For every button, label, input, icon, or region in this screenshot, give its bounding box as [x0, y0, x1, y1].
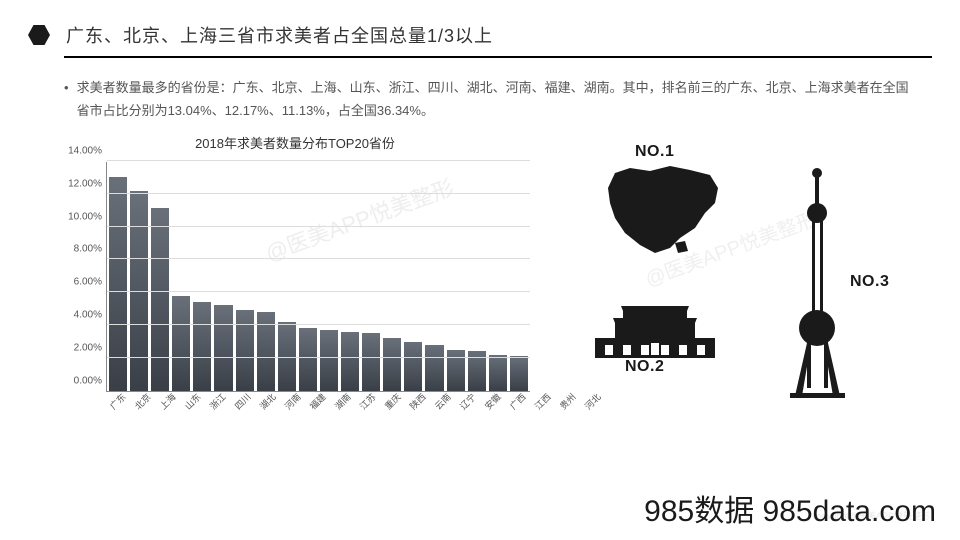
rank-1-label: NO.1 [635, 143, 674, 161]
bar [193, 302, 211, 391]
x-tick-label: 湖南 [329, 390, 354, 415]
bar-slot [236, 310, 254, 391]
x-tick-label: 广西 [504, 390, 529, 415]
bar-slot [362, 333, 380, 391]
x-tick-label: 辽宁 [454, 390, 479, 415]
y-tick-label: 2.00% [74, 342, 102, 353]
bar [510, 356, 528, 391]
bar [404, 342, 422, 391]
gridline [107, 226, 530, 227]
bar-slot [425, 345, 443, 391]
ranking-illustration: @医美APP悦美整形 NO.1 NO.2 NO.3 [560, 133, 930, 433]
bar-slot [510, 356, 528, 391]
x-tick-label: 江苏 [354, 390, 379, 415]
y-tick-label: 8.00% [74, 244, 102, 255]
gridline [107, 357, 530, 358]
bar [236, 310, 254, 391]
slide-header: 广东、北京、上海三省市求美者占全国总量1/3以上 [0, 0, 960, 56]
bar [489, 355, 507, 391]
gridline [107, 193, 530, 194]
rank-3-label: NO.3 [850, 273, 889, 291]
content-row: 2018年求美者数量分布TOP20省份 @医美APP悦美整形 0.00%2.00… [0, 123, 960, 433]
bar [320, 330, 338, 391]
x-tick-label: 福建 [304, 390, 329, 415]
x-tick-label: 北京 [129, 390, 154, 415]
y-axis: 0.00%2.00%4.00%6.00%8.00%10.00%12.00%14.… [60, 162, 106, 392]
bar-slot [214, 305, 232, 390]
x-tick-label: 陕西 [404, 390, 429, 415]
bar [172, 296, 190, 391]
body-text-content: 求美者数量最多的省份是：广东、北京、上海、山东、浙江、四川、湖北、河南、福建、湖… [77, 76, 920, 123]
bar-slot [151, 208, 169, 391]
x-tick-label: 上海 [154, 390, 179, 415]
bullet-icon: • [64, 76, 69, 123]
x-tick-label: 重庆 [379, 390, 404, 415]
bar-slot [109, 177, 127, 391]
bar-slot [341, 332, 359, 391]
x-tick-label: 广东 [104, 390, 129, 415]
gridline [107, 324, 530, 325]
y-tick-label: 0.00% [74, 375, 102, 386]
footer-watermark: 985数据 985data.com [644, 486, 936, 530]
x-tick-label: 浙江 [204, 390, 229, 415]
y-tick-label: 4.00% [74, 310, 102, 321]
bar [214, 305, 232, 390]
chart-title: 2018年求美者数量分布TOP20省份 [60, 133, 530, 152]
bar-slot [193, 302, 211, 391]
x-tick-label: 河南 [279, 390, 304, 415]
plot-area [106, 162, 530, 392]
gridline [107, 258, 530, 259]
bar [447, 350, 465, 391]
bar-chart: 2018年求美者数量分布TOP20省份 @医美APP悦美整形 0.00%2.00… [60, 133, 530, 433]
gridline [107, 160, 530, 161]
bar [383, 338, 401, 391]
slide-title: 广东、北京、上海三省市求美者占全国总量1/3以上 [66, 22, 493, 48]
bar [425, 345, 443, 391]
tiananmen-icon [595, 303, 715, 358]
bar [151, 208, 169, 391]
bar-slot [404, 342, 422, 391]
x-tick-label: 四川 [229, 390, 254, 415]
guangdong-map-icon [600, 163, 725, 258]
bar-slot [489, 355, 507, 391]
hexagon-icon [28, 25, 50, 45]
bar-slot [172, 296, 190, 391]
x-tick-label: 江西 [529, 390, 554, 415]
x-tick-label: 湖北 [254, 390, 279, 415]
bar [362, 333, 380, 391]
y-tick-label: 10.00% [68, 211, 102, 222]
bar [109, 177, 127, 391]
bar-slot [383, 338, 401, 391]
bar-slot [299, 328, 317, 390]
y-tick-label: 12.00% [68, 178, 102, 189]
body-paragraph: • 求美者数量最多的省份是：广东、北京、上海、山东、浙江、四川、湖北、河南、福建… [0, 58, 960, 123]
bar [341, 332, 359, 391]
y-tick-label: 14.00% [68, 145, 102, 156]
x-tick-label: 山东 [179, 390, 204, 415]
x-axis-labels: 广东北京上海山东浙江四川湖北河南福建湖南江苏重庆陕西云南辽宁安徽广西江西贵州河北 [106, 396, 530, 409]
rank-2-label: NO.2 [625, 358, 664, 376]
x-tick-label: 安徽 [479, 390, 504, 415]
y-tick-label: 6.00% [74, 277, 102, 288]
oriental-pearl-tower-icon [790, 158, 845, 398]
bar [299, 328, 317, 390]
bar-slot [320, 330, 338, 391]
gridline [107, 291, 530, 292]
x-tick-label: 云南 [429, 390, 454, 415]
bar-slot [447, 350, 465, 391]
